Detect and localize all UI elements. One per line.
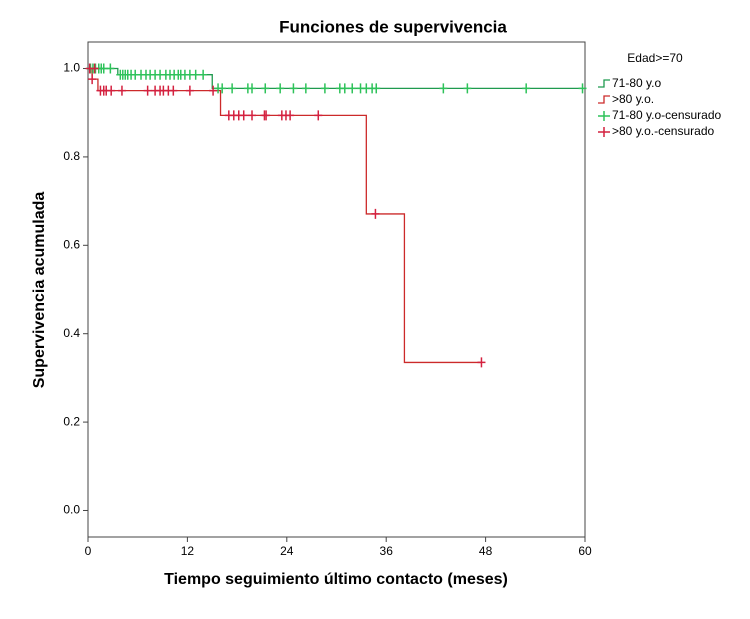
censor-mark [248, 83, 257, 94]
censor-mark [477, 357, 486, 368]
censor-mark [248, 110, 257, 121]
legend-label: >80 y.o.-censurado [612, 124, 715, 138]
censor-mark [261, 83, 270, 94]
x-tick-label: 48 [479, 544, 493, 558]
censor-mark [463, 83, 472, 94]
plot-frame [87, 41, 586, 538]
censor-mark [90, 63, 99, 74]
censor-mark [185, 85, 194, 96]
legend-title: Edad>=70 [627, 51, 683, 65]
censor-mark [314, 110, 323, 121]
y-tick-label: 0.8 [63, 149, 80, 163]
censor-mark [320, 83, 329, 94]
y-tick-label: 0.6 [63, 237, 80, 251]
censor-mark [143, 85, 152, 96]
censor-mark [439, 83, 448, 94]
censor-mark [169, 85, 178, 96]
censor-mark [107, 85, 116, 96]
x-axis-label: Tiempo seguimiento último contacto (mese… [164, 571, 508, 588]
legend-label: >80 y.o. [612, 92, 654, 106]
legend-symbol [598, 79, 610, 88]
legend-label: 71-80 y.o-censurado [612, 108, 722, 122]
legend-symbol [598, 95, 610, 104]
legend-label: 71-80 y.o [612, 76, 661, 90]
x-tick-label: 36 [380, 544, 394, 558]
x-tick-label: 12 [181, 544, 195, 558]
censor-mark [276, 83, 285, 94]
censor-mark [117, 85, 126, 96]
x-tick-label: 0 [85, 544, 92, 558]
censor-mark [218, 83, 227, 94]
censor-mark [289, 83, 298, 94]
censor-mark [228, 83, 237, 94]
censor-mark [106, 63, 115, 74]
censor-mark [371, 208, 380, 219]
y-axis-label: Supervivencia acumulada [31, 192, 48, 389]
y-tick-label: 0.2 [63, 414, 80, 428]
legend-symbol [598, 127, 610, 137]
censor-mark [372, 83, 381, 94]
y-tick-label: 0.4 [63, 326, 80, 340]
x-tick-label: 60 [578, 544, 592, 558]
censor-mark [199, 69, 208, 80]
censor-mark [301, 83, 310, 94]
censor-mark [191, 69, 200, 80]
censor-mark [88, 74, 97, 85]
censor-mark [239, 110, 248, 121]
y-tick-label: 0.0 [63, 503, 80, 517]
censor-mark [262, 110, 271, 121]
censor-mark [340, 83, 349, 94]
censor-mark [286, 110, 295, 121]
censor-mark [578, 83, 587, 94]
chart-title: Funciones de supervivencia [279, 17, 507, 36]
censor-mark [209, 85, 218, 96]
x-tick-label: 24 [280, 544, 294, 558]
censor-mark [348, 83, 357, 94]
censor-mark [522, 83, 531, 94]
y-tick-label: 1.0 [63, 61, 80, 75]
legend-symbol [598, 111, 610, 121]
